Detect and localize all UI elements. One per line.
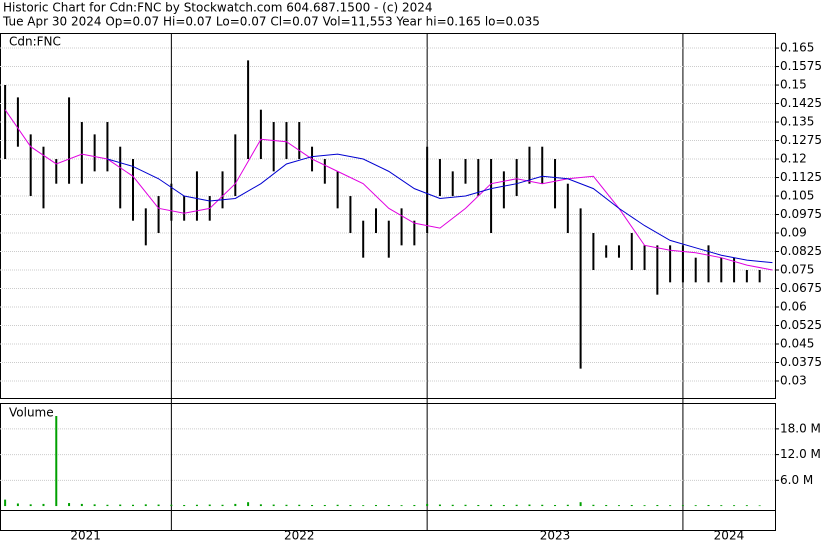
y-tick-label: 6.0 M: [780, 473, 813, 487]
volume-bar: [144, 504, 147, 507]
volume-bar: [669, 505, 672, 507]
volume-bar: [336, 504, 339, 507]
volume-bar: [208, 504, 211, 507]
y-tick-label: 0.15: [780, 78, 807, 92]
volume-bar: [605, 504, 608, 507]
volume-label: Volume: [9, 406, 54, 420]
volume-bar: [119, 504, 122, 507]
moving-average: [107, 153, 773, 264]
volume-bar: [490, 504, 493, 507]
year-label: 2022: [284, 529, 315, 543]
volume-bar: [234, 503, 237, 507]
volume-bar: [285, 504, 288, 507]
y-tick-label: 0.075: [780, 263, 814, 277]
y-tick-label: 0.1125: [780, 170, 822, 184]
volume-bar: [630, 504, 633, 507]
volume-bar: [259, 504, 262, 507]
year-label: 2023: [540, 529, 571, 543]
volume-bar: [374, 504, 377, 507]
y-tick-label: 0.06: [780, 300, 807, 314]
volume-bar: [298, 504, 301, 507]
volume-bar: [16, 503, 19, 507]
y-tick-label: 0.1425: [780, 96, 822, 110]
volume-bar: [195, 504, 198, 507]
volume-bar: [592, 504, 595, 507]
volume-bar: [4, 499, 7, 507]
volume-bar: [554, 504, 557, 507]
volume-bar: [464, 504, 467, 507]
volume-bar: [451, 504, 454, 507]
y-tick-label: 0.0675: [780, 281, 822, 295]
volume-bar: [272, 504, 275, 507]
y-tick-label: 0.0825: [780, 244, 822, 258]
volume-bar: [132, 504, 135, 507]
volume-bar: [617, 505, 620, 507]
volume-bar: [55, 416, 58, 507]
volume-bar: [157, 504, 160, 507]
price-label: Cdn:FNC: [9, 35, 61, 49]
volume-bar: [183, 504, 186, 507]
year-label: 2024: [714, 529, 745, 543]
y-tick-label: 12.0 M: [780, 447, 821, 461]
moving-average: [4, 109, 773, 271]
year-label: 2021: [70, 529, 101, 543]
volume-bar: [221, 504, 224, 507]
volume-bar: [68, 503, 71, 507]
volume-bar: [515, 504, 518, 507]
volume-bar: [566, 504, 569, 507]
volume-bar: [29, 504, 32, 507]
y-tick-label: 0.0525: [780, 318, 822, 332]
volume-bar: [745, 505, 748, 507]
volume-bar: [720, 505, 723, 507]
volume-bar: [387, 504, 390, 507]
volume-bar: [656, 504, 659, 507]
volume-bar: [106, 504, 109, 507]
volume-bar: [528, 504, 531, 507]
volume-bar: [93, 504, 96, 507]
y-tick-label: 0.0975: [780, 207, 822, 221]
volume-bar: [579, 502, 582, 507]
volume-bar: [694, 505, 697, 507]
volume-bar: [323, 504, 326, 507]
volume-bar: [426, 503, 429, 507]
header-line-2: Tue Apr 30 2024 Op=0.07 Hi=0.07 Lo=0.07 …: [2, 15, 540, 29]
volume-bar: [413, 504, 416, 507]
volume-bar: [170, 504, 173, 507]
volume-bar: [707, 504, 710, 507]
y-tick-label: 0.1575: [780, 59, 822, 73]
volume-bar: [681, 505, 684, 507]
volume-bar: [477, 504, 480, 507]
y-tick-label: 0.1275: [780, 133, 822, 147]
y-tick-label: 0.09: [780, 226, 807, 240]
y-tick-label: 0.135: [780, 115, 814, 129]
volume-bar: [349, 504, 352, 507]
volume-bar: [438, 504, 441, 507]
y-tick-label: 0.12: [780, 152, 807, 166]
y-tick-label: 0.03: [780, 373, 807, 387]
volume-bar: [733, 505, 736, 507]
y-tick-label: 18.0 M: [780, 421, 821, 435]
y-tick-label: 0.0375: [780, 355, 822, 369]
volume-bar: [42, 503, 45, 507]
volume-bar: [362, 505, 365, 507]
volume-bar: [541, 504, 544, 507]
volume-bar: [400, 505, 403, 507]
volume-bar: [502, 504, 505, 507]
y-tick-label: 0.105: [780, 189, 814, 203]
volume-bar: [80, 503, 83, 507]
volume-bar: [311, 504, 314, 507]
volume-bar: [247, 502, 250, 507]
price-panel: [0, 33, 776, 399]
volume-bar: [643, 505, 646, 507]
volume-bar: [758, 505, 761, 507]
time-axis: [0, 510, 776, 531]
header-line-1: Historic Chart for Cdn:FNC by Stockwatch…: [3, 1, 433, 15]
y-tick-label: 0.045: [780, 336, 814, 350]
y-tick-label: 0.165: [780, 41, 814, 55]
